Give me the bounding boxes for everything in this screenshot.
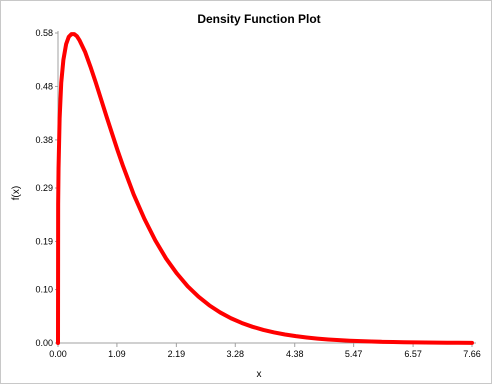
y-tick-label: 0.38 xyxy=(35,135,53,145)
x-tick-label: 3.28 xyxy=(227,349,245,359)
x-axis-label: x xyxy=(257,369,262,380)
y-tick-label: 0.00 xyxy=(35,338,53,348)
x-axis-ticks: 0.00 1.09 2.19 3.28 4.38 5.47 6.57 7.66 xyxy=(49,343,481,359)
y-tick-label: 0.29 xyxy=(35,183,53,193)
x-tick-label: 5.47 xyxy=(345,349,363,359)
x-tick-label: 6.57 xyxy=(404,349,422,359)
y-tick-label: 0.58 xyxy=(35,28,53,38)
x-tick-label: 0.00 xyxy=(49,349,67,359)
y-tick-label: 0.48 xyxy=(35,81,53,91)
x-tick-label: 1.09 xyxy=(108,349,126,359)
y-axis-ticks: 0.00 0.10 0.19 0.29 0.38 0.48 0.58 xyxy=(35,28,58,348)
x-tick-label: 4.38 xyxy=(286,349,304,359)
y-tick-label: 0.10 xyxy=(35,285,53,295)
x-tick-label: 2.19 xyxy=(168,349,186,359)
chart-title: Density Function Plot xyxy=(197,12,320,26)
x-tick-label: 7.66 xyxy=(463,349,481,359)
y-axis-label: f(x) xyxy=(11,186,22,200)
density-curve-line xyxy=(56,32,474,345)
y-tick-label: 0.19 xyxy=(35,236,53,246)
series-group xyxy=(56,32,474,345)
axes xyxy=(57,31,476,344)
